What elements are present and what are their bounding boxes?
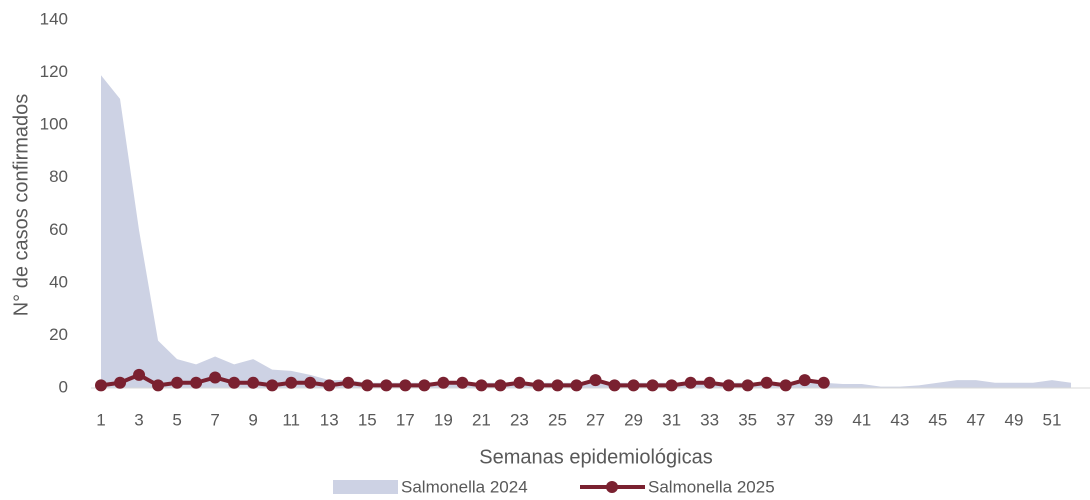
x-tick-label: 49 <box>1004 410 1023 429</box>
marker <box>513 376 526 389</box>
x-tick-label: 25 <box>548 410 567 429</box>
marker <box>646 379 659 392</box>
x-tick-label: 13 <box>320 410 339 429</box>
x-tick-label: 51 <box>1043 410 1062 429</box>
marker <box>456 376 469 389</box>
marker <box>665 379 678 392</box>
y-tick-label: 0 <box>59 377 68 396</box>
marker <box>247 376 260 389</box>
marker <box>209 371 222 384</box>
marker <box>779 379 792 392</box>
y-tick-label: 80 <box>49 167 68 186</box>
marker <box>228 376 241 389</box>
y-tick-label: 60 <box>49 220 68 239</box>
y-tick-label: 100 <box>40 115 68 134</box>
x-tick-label: 21 <box>472 410 491 429</box>
marker <box>304 376 317 389</box>
marker <box>266 379 279 392</box>
marker <box>285 376 298 389</box>
x-tick-label: 1 <box>96 410 105 429</box>
x-tick-label: 45 <box>928 410 947 429</box>
area <box>101 75 1072 388</box>
y-tick-label: 140 <box>40 9 68 28</box>
x-tick-label: 31 <box>662 410 681 429</box>
marker <box>494 379 507 392</box>
legend-label: Salmonella 2024 <box>401 477 528 496</box>
x-tick-label: 19 <box>434 410 453 429</box>
marker <box>95 379 107 392</box>
marker <box>722 379 735 392</box>
marker <box>399 379 412 392</box>
x-tick-label: 7 <box>210 410 219 429</box>
marker <box>361 379 374 392</box>
marker <box>684 376 697 389</box>
x-tick-label: 47 <box>966 410 985 429</box>
marker <box>171 376 184 389</box>
marker <box>133 368 146 381</box>
marker <box>760 376 773 389</box>
x-tick-label: 41 <box>852 410 871 429</box>
marker <box>703 376 716 389</box>
y-tick-label: 40 <box>49 272 68 291</box>
legend-label: Salmonella 2025 <box>648 477 775 496</box>
marker <box>342 376 355 389</box>
x-axis-title: Semanas epidemiológicas <box>479 446 712 468</box>
x-tick-label: 43 <box>890 410 909 429</box>
y-tick-label: 20 <box>49 325 68 344</box>
x-tick-label: 27 <box>586 410 605 429</box>
x-tick-label: 23 <box>510 410 529 429</box>
x-tick-label: 35 <box>738 410 757 429</box>
marker <box>418 379 431 392</box>
marker <box>570 379 583 392</box>
marker <box>190 376 203 389</box>
x-tick-label: 3 <box>134 410 143 429</box>
y-axis-title: N° de casos confirmados <box>10 94 32 317</box>
marker <box>741 379 754 392</box>
x-tick-label: 29 <box>624 410 643 429</box>
x-tick-label: 17 <box>396 410 415 429</box>
x-tick-label: 5 <box>172 410 181 429</box>
marker <box>608 379 621 392</box>
marker <box>437 376 450 389</box>
marker <box>798 374 811 387</box>
x-tick-label: 9 <box>248 410 257 429</box>
legend-marker <box>606 481 618 493</box>
marker <box>589 374 602 387</box>
marker <box>551 379 564 392</box>
x-tick-label: 39 <box>814 410 833 429</box>
x-tick-label: 15 <box>358 410 377 429</box>
marker <box>532 379 545 392</box>
marker <box>114 376 127 389</box>
x-tick-label: 11 <box>282 410 300 429</box>
marker <box>627 379 640 392</box>
marker <box>152 379 165 392</box>
marker <box>817 376 830 389</box>
legend-swatch <box>333 480 398 494</box>
y-tick-label: 120 <box>40 62 68 81</box>
marker <box>380 379 393 392</box>
marker <box>323 379 336 392</box>
x-tick-label: 33 <box>700 410 719 429</box>
x-tick-label: 37 <box>776 410 795 429</box>
marker <box>475 379 488 392</box>
